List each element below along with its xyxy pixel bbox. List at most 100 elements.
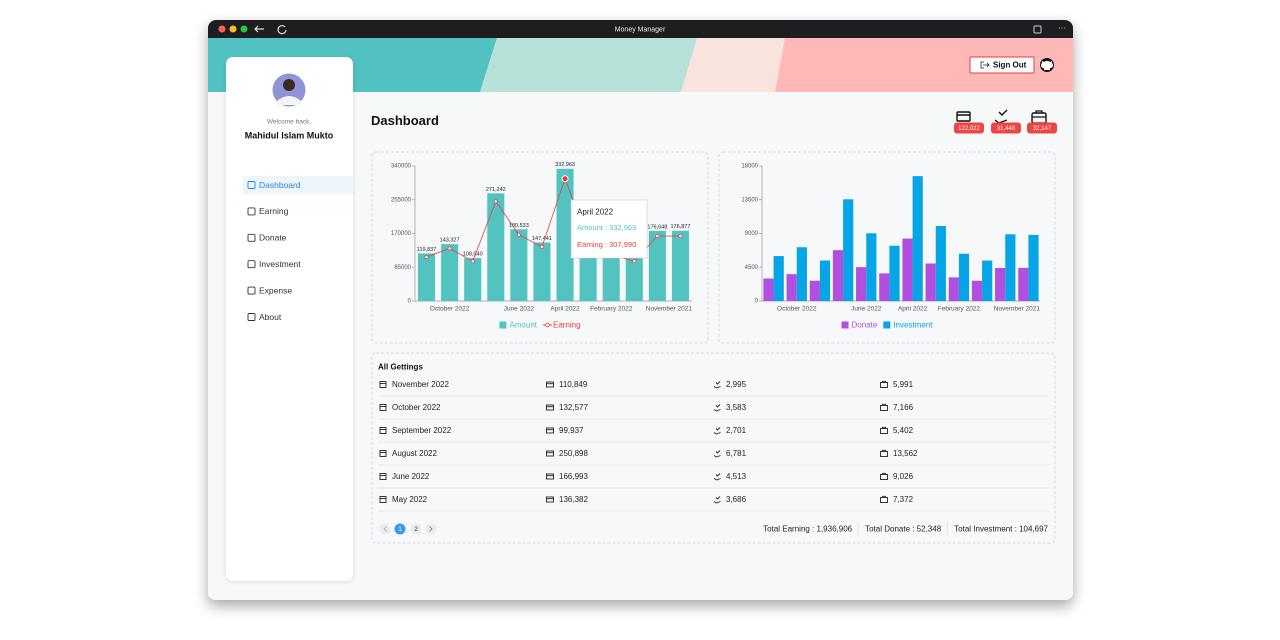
chart: 0 4500 9000 13500 18000 October 2022 June 2022… (741, 164, 1040, 330)
table-cell: May 2022 (392, 495, 428, 504)
sign-out-button[interactable] (969, 56, 1035, 74)
table-card (371, 352, 1056, 544)
nav-label: Expense (259, 285, 292, 295)
x-tick-label: February 2022 (590, 306, 633, 313)
nav-icon (247, 207, 256, 216)
x-tick-label: November 2021 (646, 306, 693, 313)
table-cell: September 2022 (392, 426, 452, 435)
badge-label: 32,147 (1033, 126, 1052, 132)
prev-page[interactable] (379, 523, 391, 535)
minimize-button[interactable] (229, 25, 237, 33)
briefcase-icon (880, 497, 888, 503)
bar (982, 260, 993, 301)
user-name: Mahidul Islam Mukto (245, 130, 334, 140)
legend-label: Amount (509, 321, 537, 330)
nav-icon (247, 260, 256, 269)
nav-item[interactable]: Earning (247, 206, 289, 216)
reload-icon[interactable] (277, 25, 287, 35)
briefcase-icon (882, 380, 886, 383)
badge (1027, 122, 1057, 134)
bar (464, 258, 482, 301)
chart: 0 85000 170000 255000 340000 October 2022 June… (391, 162, 692, 329)
table-row: October 2022 132,577 3,583 7,166 (378, 403, 1049, 420)
welcome-text: Welcome back, (267, 119, 312, 126)
window-content: Money Manager ⋯ Sign Out Welcome back, M… (208, 20, 1073, 600)
nav-icon (247, 286, 256, 295)
nav-icon (247, 181, 256, 189)
calendar-icon (379, 496, 387, 503)
tooltip-line: Earning : 307,990 (577, 240, 636, 249)
tooltip-box (570, 199, 648, 259)
tooltip: April 2022 Amount : 332,963 Earning : 307,… (570, 199, 648, 259)
nav-item[interactable]: Investment (247, 259, 301, 269)
legend-symbol (499, 321, 507, 329)
bar (925, 263, 936, 301)
bar (556, 168, 574, 301)
nav-label: Dashboard (259, 180, 301, 190)
bar (786, 274, 797, 301)
table-row: August 2022 250,898 6,781 13,562 (378, 449, 1049, 466)
nav-item[interactable]: Dashboard (243, 176, 353, 194)
sign-out-label: Sign Out (993, 61, 1027, 70)
more-icon[interactable]: ⋯ (1058, 24, 1066, 33)
bar-value-label: 271,242 (486, 187, 506, 193)
briefcase-icon (882, 472, 886, 475)
line-dot (493, 199, 498, 204)
nav: Dashboard Earning Donate Investment Expense A… (243, 176, 353, 322)
table-cell: 6,781 (726, 449, 747, 458)
nav-item[interactable]: Expense (247, 285, 292, 295)
zoom-button[interactable] (240, 25, 248, 33)
next-arrow (429, 526, 433, 532)
donate-icon (713, 473, 721, 481)
bar (902, 238, 913, 301)
x-tick-label: November 2021 (994, 306, 1041, 313)
nav-item[interactable]: About (247, 312, 282, 322)
x-tick-label: June 2022 (851, 306, 882, 313)
nav-icon (247, 233, 256, 242)
page-label: 2 (414, 526, 418, 533)
back-icon[interactable] (254, 25, 264, 33)
table-cell: 5,402 (893, 426, 914, 435)
bar (1028, 234, 1039, 301)
x-tick-label: October 2022 (777, 306, 817, 313)
bar (1005, 234, 1016, 301)
legend-symbol (841, 321, 849, 329)
close-button[interactable] (218, 25, 226, 33)
page-title: Dashboard (371, 113, 439, 128)
briefcase-icon (880, 474, 888, 480)
y-tick-label: 170000 (391, 231, 412, 237)
table-row: May 2022 136,382 3,686 7,372 (378, 495, 1049, 512)
y-tick-label: 9000 (745, 231, 759, 237)
bar (843, 199, 854, 301)
bar-value-label: 180,533 (509, 223, 529, 229)
badge (954, 122, 984, 134)
chart-card (718, 151, 1056, 344)
badges: 122,022 31,448 32,147 (954, 122, 1057, 134)
bar-value-label: 108,040 (463, 252, 483, 258)
tooltip-title: April 2022 (577, 208, 614, 217)
page-button[interactable] (394, 523, 406, 535)
table-row: June 2022 166,993 4,513 9,026 (378, 472, 1049, 489)
bar (510, 229, 528, 301)
next-page[interactable] (425, 523, 437, 535)
table-cell: 132,577 (559, 403, 588, 412)
nav-item[interactable]: Donate (247, 233, 287, 243)
bar (995, 268, 1006, 301)
legend: Donate Investment (841, 321, 933, 330)
page-button[interactable] (410, 523, 422, 535)
line-dot (447, 246, 452, 251)
briefcase-icon (880, 428, 888, 434)
bar (625, 258, 643, 301)
badge (991, 122, 1021, 134)
line-dot (470, 259, 475, 264)
bar (671, 230, 689, 301)
sign-out-icon (980, 61, 990, 69)
total-label: Total Donate : 52,348 (865, 525, 942, 534)
share-icon[interactable] (1033, 25, 1042, 34)
line-dot (678, 234, 683, 238)
title-bar (208, 20, 1073, 38)
bar-value-label: 176,648 (647, 224, 667, 230)
banner-stripe (480, 38, 697, 92)
calendar-icon (379, 381, 387, 388)
legend: Amount Earning (499, 321, 581, 330)
